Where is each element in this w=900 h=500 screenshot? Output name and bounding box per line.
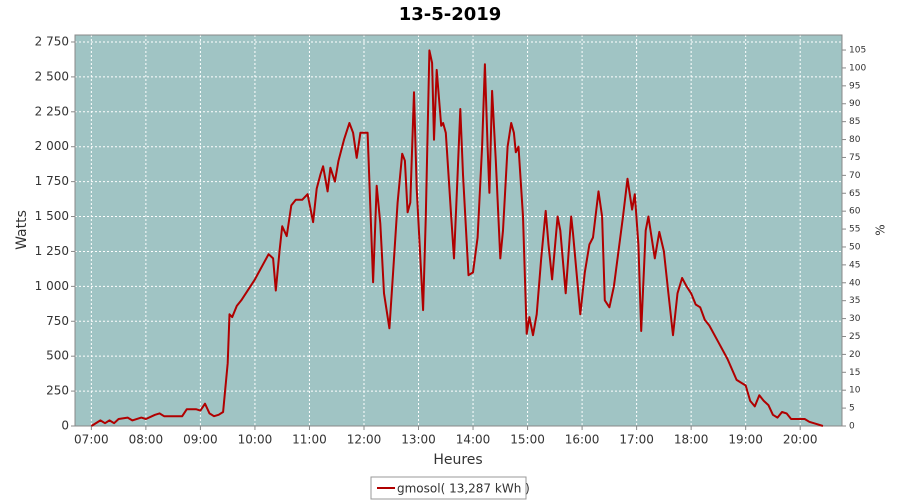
y-axis-label: Watts bbox=[14, 210, 30, 250]
y2-tick-label: 105 bbox=[849, 46, 866, 56]
y-tick-label: 1 250 bbox=[35, 244, 69, 258]
y-tick-label: 2 500 bbox=[35, 69, 69, 83]
y2-tick-label: 50 bbox=[849, 242, 861, 252]
chart-title: 13-5-2019 bbox=[399, 4, 502, 25]
y-tick-label: 250 bbox=[46, 384, 69, 398]
y2-tick-label: 45 bbox=[849, 260, 860, 270]
legend-label: gmosol( 13,287 kWh ) bbox=[397, 482, 530, 496]
y2-tick-label: 5 bbox=[849, 404, 855, 414]
x-tick-label: 14:00 bbox=[456, 433, 491, 447]
x-tick-label: 20:00 bbox=[783, 433, 818, 447]
y2-tick-label: 40 bbox=[849, 278, 861, 288]
x-tick-label: 16:00 bbox=[565, 433, 600, 447]
y2-tick-label: 30 bbox=[849, 314, 861, 324]
y2-tick-label: 10 bbox=[849, 386, 861, 396]
y2-axis-label: % bbox=[874, 224, 888, 235]
x-tick-label: 19:00 bbox=[728, 433, 763, 447]
y-tick-label: 2 250 bbox=[35, 104, 69, 118]
x-tick-label: 07:00 bbox=[74, 433, 109, 447]
y2-tick-label: 60 bbox=[849, 207, 861, 217]
y-tick-label: 0 bbox=[61, 419, 69, 433]
x-tick-label: 13:00 bbox=[401, 433, 436, 447]
y2-tick-label: 85 bbox=[849, 117, 860, 127]
legend-box bbox=[370, 476, 527, 500]
y2-tick-label: 95 bbox=[849, 81, 860, 91]
plot-area bbox=[75, 35, 842, 426]
y2-tick-label: 75 bbox=[849, 153, 860, 163]
y2-tick-label: 15 bbox=[849, 368, 860, 378]
x-tick-label: 12:00 bbox=[347, 433, 382, 447]
y2-tick-label: 100 bbox=[849, 63, 866, 73]
series-line bbox=[90, 49, 824, 427]
y-tick-label: 1 500 bbox=[35, 209, 69, 223]
x-tick-label: 18:00 bbox=[674, 433, 709, 447]
y2-tick-label: 80 bbox=[849, 135, 861, 145]
x-axis-label: Heures bbox=[433, 452, 482, 468]
y2-tick-label: 90 bbox=[849, 99, 861, 109]
x-tick-label: 09:00 bbox=[183, 433, 218, 447]
y-tick-label: 1 750 bbox=[35, 174, 69, 188]
y2-tick-label: 25 bbox=[849, 332, 860, 342]
x-tick-label: 17:00 bbox=[619, 433, 654, 447]
y2-tick-label: 0 bbox=[849, 422, 855, 432]
x-tick-label: 08:00 bbox=[129, 433, 164, 447]
y-tick-label: 2 750 bbox=[35, 34, 69, 48]
x-tick-label: 11:00 bbox=[292, 433, 327, 447]
y2-tick-label: 20 bbox=[849, 350, 861, 360]
y2-tick-label: 35 bbox=[849, 296, 860, 306]
y2-tick-label: 55 bbox=[849, 225, 860, 235]
plot-border bbox=[74, 34, 843, 427]
x-tick-label: 15:00 bbox=[510, 433, 545, 447]
y-tick-label: 500 bbox=[46, 349, 69, 363]
x-tick-label: 10:00 bbox=[238, 433, 273, 447]
y-tick-label: 2 000 bbox=[35, 139, 69, 153]
y2-tick-label: 65 bbox=[849, 189, 860, 199]
y2-tick-label: 70 bbox=[849, 171, 861, 181]
y-tick-label: 750 bbox=[46, 314, 69, 328]
y-tick-label: 1 000 bbox=[35, 279, 69, 293]
